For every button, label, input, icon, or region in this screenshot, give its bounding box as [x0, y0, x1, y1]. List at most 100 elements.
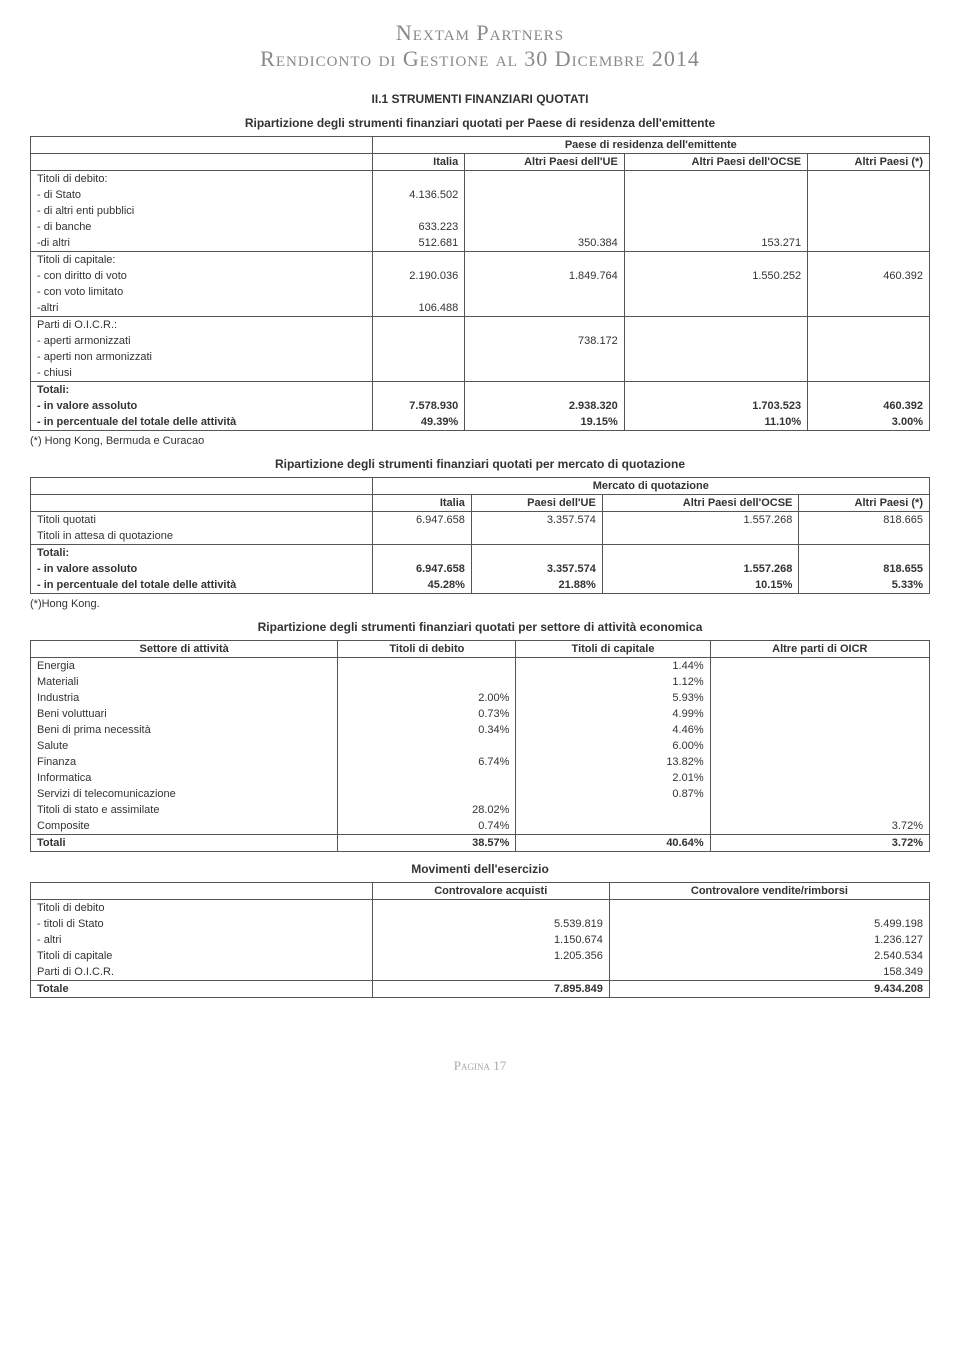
- t2-superheader: Mercato di quotazione: [372, 478, 929, 495]
- t3-tot-v0: 38.57%: [338, 835, 516, 852]
- table-cell: 1.44%: [516, 658, 710, 675]
- table-cell: [609, 900, 929, 917]
- table-cell: [710, 690, 929, 706]
- table-cell: 2.190.036: [372, 268, 465, 284]
- table-cell: 5.499.198: [609, 916, 929, 932]
- table-cell: 1.849.764: [465, 268, 625, 284]
- table-cell: 6.00%: [516, 738, 710, 754]
- table-cell: 2.00%: [338, 690, 516, 706]
- table-cell: 1.150.674: [372, 932, 609, 948]
- table-cell: [465, 284, 625, 300]
- table-row-label: Titoli di stato e assimilate: [31, 802, 338, 818]
- table-row-label: Finanza: [31, 754, 338, 770]
- table-row-label: -di altri: [31, 235, 373, 252]
- table-row-label: Energia: [31, 658, 338, 675]
- t2-r1-label: Titoli quotati: [31, 512, 373, 529]
- t1-h2: Altri Paesi dell'OCSE: [624, 154, 807, 171]
- table-cell: [465, 300, 625, 317]
- table-cell: [624, 219, 807, 235]
- table-cell: [338, 786, 516, 802]
- table-cell: [710, 722, 929, 738]
- table-cell: [808, 333, 930, 349]
- section4-subtitle: Movimenti dell'esercizio: [30, 862, 930, 876]
- table-cell: [710, 770, 929, 786]
- t2-r1-v0: 6.947.658: [372, 512, 471, 529]
- table-cell: [372, 284, 465, 300]
- table-cell: 153.271: [624, 235, 807, 252]
- t3-h0: Settore di attività: [31, 641, 338, 658]
- t1-tot2-v3: 3.00%: [808, 414, 930, 431]
- table-cell: [372, 203, 465, 219]
- table-cell: 4.136.502: [372, 187, 465, 203]
- t2-tot2-label: - in percentuale del totale delle attivi…: [31, 577, 373, 594]
- t1-tot1-label: - in valore assoluto: [31, 398, 373, 414]
- table-row-label: Beni voluttuari: [31, 706, 338, 722]
- t2-totals-label: Totali:: [31, 545, 373, 561]
- t1-h1: Altri Paesi dell'UE: [465, 154, 625, 171]
- t2-h1: Paesi dell'UE: [471, 495, 602, 512]
- table-cell: 1.12%: [516, 674, 710, 690]
- t1-tot2-v0: 49.39%: [372, 414, 465, 431]
- t3-h2: Titoli di capitale: [516, 641, 710, 658]
- table-cell: [624, 252, 807, 268]
- table-cell: [372, 317, 465, 333]
- table-cell: 0.34%: [338, 722, 516, 738]
- table-cell: [372, 964, 609, 981]
- table-cell: [710, 658, 929, 675]
- footnote1: (*) Hong Kong, Bermuda e Curacao: [30, 435, 930, 447]
- table-row-label: -altri: [31, 300, 373, 317]
- table-row-label: Informatica: [31, 770, 338, 786]
- table-cell: 106.488: [372, 300, 465, 317]
- table-cell: [516, 818, 710, 835]
- table-cell: [710, 802, 929, 818]
- table-cell: 5.93%: [516, 690, 710, 706]
- t2-r1-v3: 818.665: [799, 512, 930, 529]
- table-cell: [624, 284, 807, 300]
- t2-tot1-v3: 818.655: [799, 561, 930, 577]
- t1-totals-label: Totali:: [31, 382, 373, 398]
- table-row-label: Beni di prima necessità: [31, 722, 338, 738]
- t4-tot-v1: 9.434.208: [609, 981, 929, 998]
- section1-subtitle: Ripartizione degli strumenti finanziari …: [30, 116, 930, 130]
- footnote2: (*)Hong Kong.: [30, 598, 930, 610]
- t2-tot2-v0: 45.28%: [372, 577, 471, 594]
- table-row-label: - altri: [31, 932, 373, 948]
- table-row-label: Salute: [31, 738, 338, 754]
- t1-tot1-v0: 7.578.930: [372, 398, 465, 414]
- table-cell: 738.172: [465, 333, 625, 349]
- table-cell: 633.223: [372, 219, 465, 235]
- table-row-label: Servizi di telecomunicazione: [31, 786, 338, 802]
- t2-tot2-v3: 5.33%: [799, 577, 930, 594]
- t2-tot2-v2: 10.15%: [602, 577, 799, 594]
- table-cell: [465, 219, 625, 235]
- table-row-label: Parti di O.I.C.R.: [31, 964, 373, 981]
- table-cell: [465, 171, 625, 188]
- table-cell: [624, 365, 807, 382]
- table-mercato: Mercato di quotazione Italia Paesi dell'…: [30, 477, 930, 594]
- table-row-label: - aperti armonizzati: [31, 333, 373, 349]
- table-row-label: - chiusi: [31, 365, 373, 382]
- table-cell: [624, 171, 807, 188]
- t1-tot2-v1: 19.15%: [465, 414, 625, 431]
- t1-h3: Altri Paesi (*): [808, 154, 930, 171]
- t4-h0: Controvalore acquisti: [372, 883, 609, 900]
- table-cell: 0.74%: [338, 818, 516, 835]
- t3-h3: Altre parti di OICR: [710, 641, 929, 658]
- table-cell: [808, 365, 930, 382]
- table-row-label: Materiali: [31, 674, 338, 690]
- table-cell: [465, 203, 625, 219]
- table-cell: [465, 317, 625, 333]
- table-cell: [465, 252, 625, 268]
- table-cell: 350.384: [465, 235, 625, 252]
- t1-tot1-v1: 2.938.320: [465, 398, 625, 414]
- table-cell: [710, 674, 929, 690]
- table-cell: [338, 738, 516, 754]
- t2-tot2-v1: 21.88%: [471, 577, 602, 594]
- table-cell: [372, 349, 465, 365]
- t2-r1-v2: 1.557.268: [602, 512, 799, 529]
- t2-h3: Altri Paesi (*): [799, 495, 930, 512]
- t3-tot-v1: 40.64%: [516, 835, 710, 852]
- t3-h1: Titoli di debito: [338, 641, 516, 658]
- section3-subtitle: Ripartizione degli strumenti finanziari …: [30, 620, 930, 634]
- table-cell: [710, 706, 929, 722]
